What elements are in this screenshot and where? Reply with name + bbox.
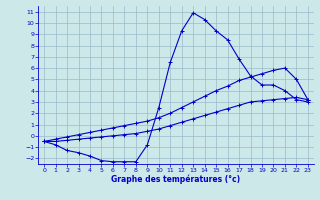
X-axis label: Graphe des températures (°c): Graphe des températures (°c) [111,175,241,184]
